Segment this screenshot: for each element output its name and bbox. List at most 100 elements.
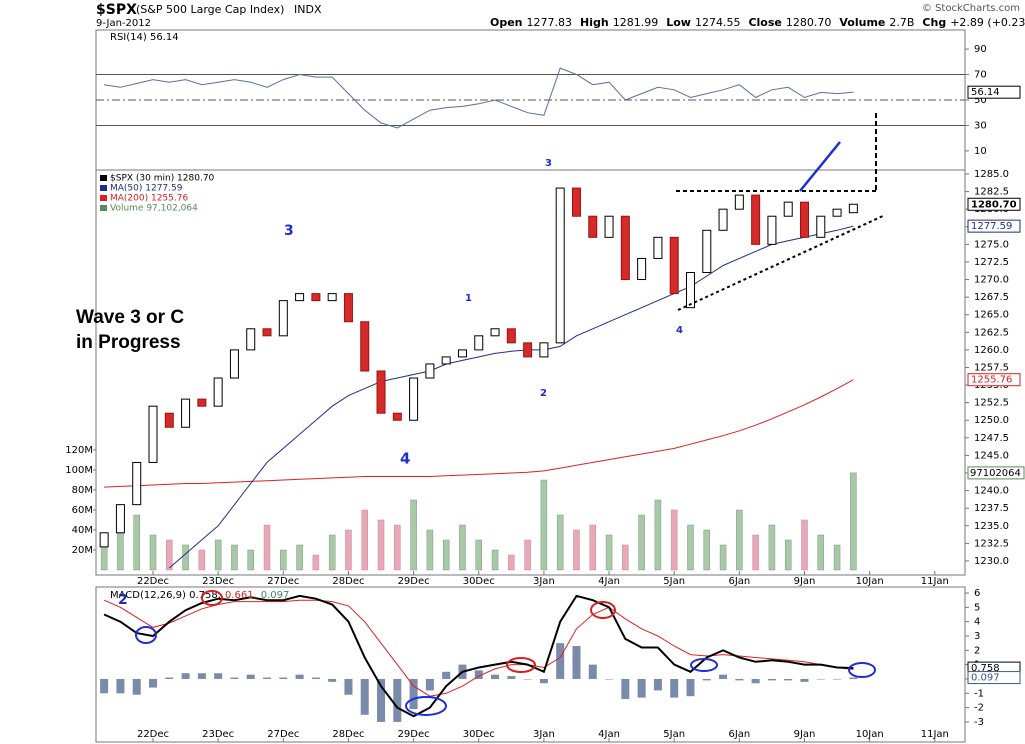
histogram-bar xyxy=(214,673,223,679)
candle xyxy=(360,321,370,372)
volume-tick-label: 120M xyxy=(65,445,93,456)
x-tick-label: 28Dec xyxy=(332,729,364,740)
x-tick-label: 29Dec xyxy=(398,576,430,587)
candle xyxy=(262,328,272,337)
value-tag-box xyxy=(967,85,1021,99)
y-tick-label: 1232.5 xyxy=(974,538,1009,549)
volume-bar xyxy=(345,529,352,571)
volume-bar xyxy=(459,524,466,571)
volume-bar xyxy=(214,539,222,571)
candle xyxy=(327,293,337,302)
legend-text: 0.097 xyxy=(261,590,290,601)
volume-bar xyxy=(622,544,629,571)
volume-bar xyxy=(850,472,857,571)
wave-label: 1 xyxy=(465,293,472,304)
value-tag: 1277.59 xyxy=(971,221,1012,232)
candle xyxy=(115,504,125,534)
histogram-bar xyxy=(833,678,842,680)
candle xyxy=(99,532,109,548)
histogram-bar xyxy=(588,664,597,679)
circle xyxy=(506,657,536,673)
breakout-arrow xyxy=(799,141,841,192)
volume-bar xyxy=(556,514,564,571)
histogram-bar xyxy=(751,678,760,684)
volume-bar xyxy=(247,549,254,571)
candle xyxy=(685,271,695,309)
candle xyxy=(506,328,516,344)
x-tick-label: 27Dec xyxy=(267,729,299,740)
candle xyxy=(197,398,207,407)
x-tick-label: 11Jan xyxy=(921,576,949,587)
histogram-bar xyxy=(784,678,793,681)
x-tick-label: 27Dec xyxy=(267,576,299,587)
volume-bar xyxy=(833,544,841,571)
histogram-bar xyxy=(686,678,695,697)
volume-bar xyxy=(149,534,157,571)
x-tick-label: 4Jan xyxy=(598,576,620,587)
volume-bar xyxy=(573,529,580,571)
candle xyxy=(490,328,500,337)
y-tick-label: 1267.5 xyxy=(974,292,1009,303)
volume-bar xyxy=(784,539,792,571)
candle xyxy=(181,398,191,428)
stat-value: 1274.55 xyxy=(695,16,741,29)
support-line xyxy=(677,214,886,311)
legend-swatch xyxy=(100,205,107,211)
histogram-bar xyxy=(767,678,776,681)
legend-swatch xyxy=(100,185,107,191)
candle xyxy=(409,377,419,421)
candle xyxy=(848,203,858,214)
histogram-bar xyxy=(100,678,109,694)
wave-label: 2 xyxy=(118,592,128,608)
x-tick-label: 28Dec xyxy=(332,576,364,587)
wave-label: 4 xyxy=(676,325,683,336)
histogram-bar xyxy=(637,678,646,698)
histogram-bar xyxy=(393,678,402,722)
volume-tick-label: 100M xyxy=(65,465,93,476)
candle xyxy=(311,293,321,302)
value-tag-box xyxy=(967,197,1021,211)
x-tick-label: 30Dec xyxy=(463,729,495,740)
legend-text: Volume 97,102,064 xyxy=(110,204,198,214)
candle xyxy=(278,300,288,337)
y-tick-label: 3 xyxy=(974,631,980,642)
histogram-bar xyxy=(328,678,337,682)
y-tick-label: -1 xyxy=(974,688,984,699)
volume-bar xyxy=(817,534,825,571)
line xyxy=(104,379,854,488)
histogram-bar xyxy=(132,678,141,695)
volume-bar xyxy=(328,534,336,571)
histogram-bar xyxy=(181,673,190,679)
y-tick-label: 1262.5 xyxy=(974,327,1009,338)
volume-bar xyxy=(638,514,645,571)
histogram-bar xyxy=(849,677,858,679)
candle xyxy=(392,412,402,421)
histogram-bar xyxy=(149,678,158,688)
candle xyxy=(734,194,744,210)
value-tag-box xyxy=(967,373,1021,387)
histogram-bar xyxy=(230,677,239,679)
candle xyxy=(669,236,679,295)
credit: © StockCharts.com xyxy=(922,3,1020,14)
value-tag: 1255.76 xyxy=(971,375,1012,386)
volume-bar xyxy=(133,514,140,571)
x-tick-label: 3Jan xyxy=(533,576,555,587)
candle xyxy=(539,342,549,358)
candle xyxy=(637,257,647,281)
stat-value: 1281.99 xyxy=(613,16,659,29)
y-tick-label: 2 xyxy=(974,645,980,656)
y-tick-label: 10 xyxy=(974,146,987,157)
volume-tick-label: 80M xyxy=(72,485,93,496)
volume-bar xyxy=(736,509,743,571)
circle xyxy=(405,696,447,716)
y-tick-label: 4 xyxy=(974,617,980,628)
candle xyxy=(816,215,826,238)
y-tick-label: 1265.0 xyxy=(974,310,1009,321)
stat-value: 1280.70 xyxy=(786,16,832,29)
y-tick-label: 1282.5 xyxy=(974,187,1009,198)
legend: RSI(14) 56.14 xyxy=(110,32,179,43)
wave-note: Wave 3 or C xyxy=(76,307,184,328)
value-tag: 97102064 xyxy=(970,468,1021,479)
histogram-bar xyxy=(377,678,386,722)
volume-bar xyxy=(442,539,450,571)
